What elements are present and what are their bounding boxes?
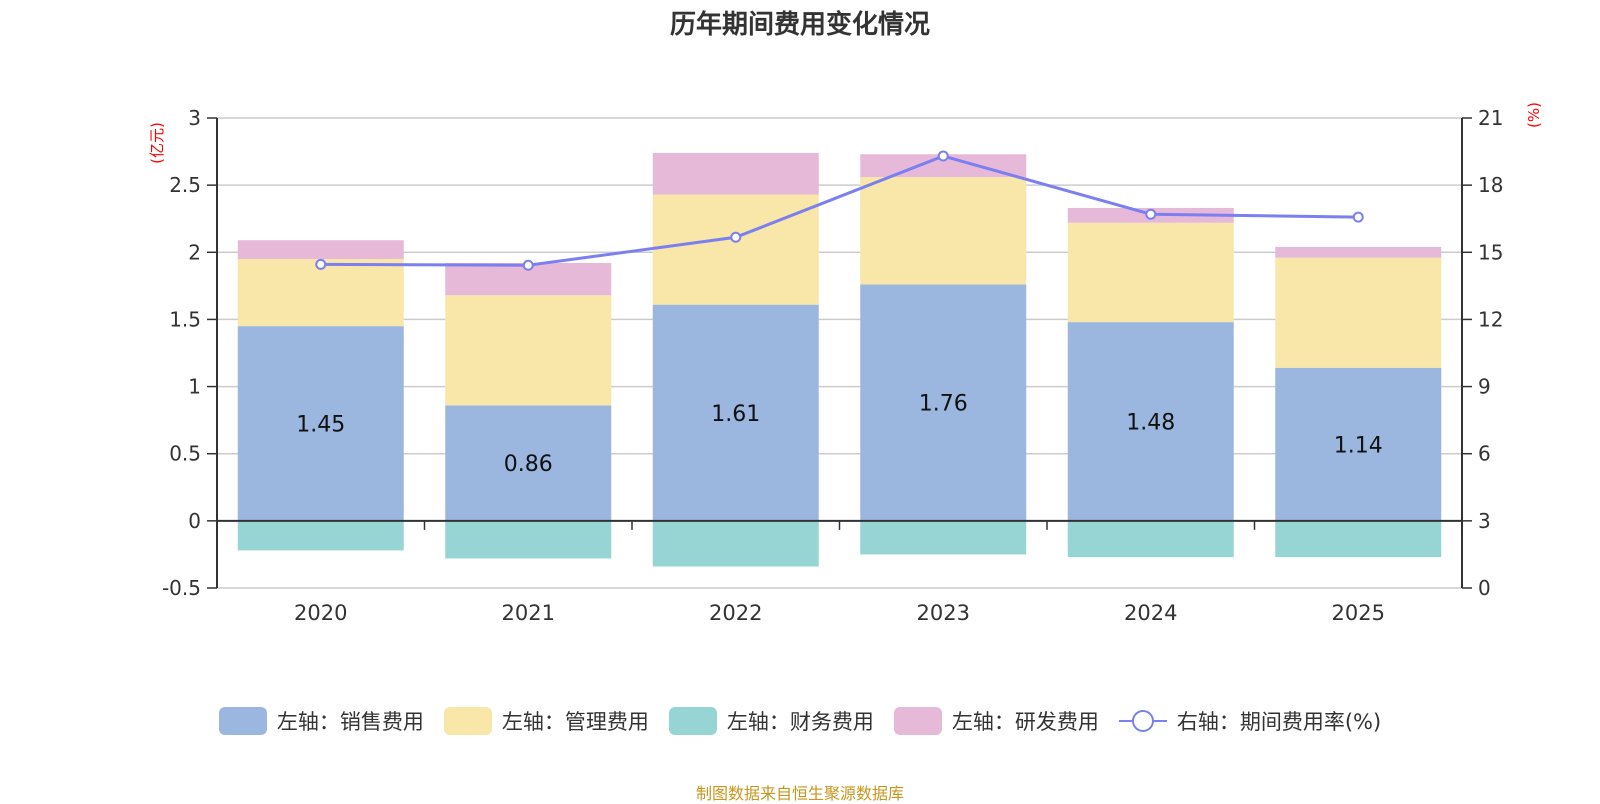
rate-line	[315, 150, 1364, 271]
bar-segment	[860, 284, 1027, 521]
bars	[237, 152, 1442, 567]
bar-data-label: 1.61	[711, 402, 760, 427]
left-axis-tick-label: 3	[188, 106, 201, 130]
bar-segment	[1067, 222, 1234, 323]
legend-swatch-sales	[218, 707, 267, 735]
legend: 左轴：销售费用 左轴：管理费用 左轴：财务费用 左轴：研发费用 右轴：期间费用率…	[0, 706, 1600, 736]
right-axis-tick-label: 0	[1478, 576, 1491, 600]
legend-swatch-finance	[668, 707, 717, 735]
bar-segment	[652, 152, 819, 195]
legend-label-admin: 左轴：管理费用	[501, 710, 649, 734]
bar-segment	[445, 520, 612, 559]
right-axis-tick-label: 6	[1478, 442, 1491, 466]
legend-item-rd[interactable]: 左轴：研发费用	[893, 706, 1099, 736]
chart-canvas: -0.5 0 0.5 1 1.5 2 2.5 3 0 3 6 9 12 15 18 21 2020 2021 202…	[148, 102, 1543, 625]
left-axis-tick-label: 0	[188, 509, 201, 533]
legend-swatch-admin	[443, 707, 492, 735]
bar-segment	[860, 520, 1027, 555]
data-source-note: 制图数据来自恒生聚源数据库	[695, 784, 904, 803]
right-axis-tick-label: 15	[1478, 240, 1503, 264]
legend-label-rd: 左轴：研发费用	[951, 710, 1099, 734]
bar-data-label: 1.14	[1334, 433, 1383, 458]
grid-lines	[217, 117, 1462, 589]
bar-segment	[445, 295, 612, 406]
bar-segment	[652, 304, 819, 521]
left-axis-tick-label: 2.5	[169, 173, 201, 197]
left-axis-tick-label: 2	[188, 240, 201, 264]
bar-segment	[237, 259, 404, 327]
legend-label-sales: 左轴：销售费用	[276, 710, 424, 734]
bar-segment	[445, 405, 612, 521]
right-axis-tick-label: 21	[1478, 106, 1503, 130]
rate-line-point	[1145, 208, 1157, 220]
right-axis-tick-label: 12	[1478, 307, 1503, 331]
right-axis-tick-label: 3	[1478, 509, 1491, 533]
bar-data-label: 0.86	[504, 452, 553, 477]
left-axis-tick-label: 0.5	[169, 442, 201, 466]
left-axis-tick-label: 1	[188, 375, 201, 399]
legend-item-finance[interactable]: 左轴：财务费用	[668, 706, 874, 736]
bar-segment	[1067, 520, 1234, 558]
legend-item-admin[interactable]: 左轴：管理费用	[443, 706, 649, 736]
bar-segment	[237, 240, 404, 259]
rate-line-point	[730, 231, 742, 243]
x-axis-tick-label: 2020	[294, 601, 347, 625]
bar-segment	[652, 520, 819, 567]
x-axis-tick-label: 2024	[1124, 601, 1177, 625]
bar-segment	[1275, 367, 1442, 521]
rate-line-point	[1352, 211, 1364, 223]
right-axis-tick-label: 18	[1478, 173, 1503, 197]
bar-segment	[1275, 520, 1442, 558]
chart-title: 历年期间费用变化情况	[669, 10, 930, 40]
line-marker-icon	[1118, 707, 1167, 735]
bar-segment	[652, 194, 819, 305]
x-axis-tick-label: 2023	[917, 601, 970, 625]
data-labels: 1.45 0.86 1.61 1.76 1.48 1.14	[296, 392, 1382, 477]
legend-label-rate: 右轴：期间费用率(%)	[1176, 710, 1382, 734]
bar-segment	[237, 520, 404, 551]
bar-segment	[1067, 322, 1234, 521]
legend-item-rate[interactable]: 右轴：期间费用率(%)	[1118, 706, 1382, 736]
rate-line-point	[522, 259, 534, 271]
bar-segment	[1275, 257, 1442, 368]
rate-line-path	[320, 154, 1359, 267]
left-axis-tick-label: -0.5	[162, 576, 201, 600]
bar-data-label: 1.45	[296, 413, 345, 438]
bar-segment	[1275, 246, 1442, 258]
left-axis-tick-label: 1.5	[169, 307, 201, 331]
bar-data-label: 1.48	[1126, 410, 1175, 435]
legend-item-sales[interactable]: 左轴：销售费用	[218, 706, 424, 736]
bar-data-label: 1.76	[919, 392, 968, 417]
bar-segment	[237, 326, 404, 521]
rate-line-point	[315, 258, 327, 270]
bar-segment	[860, 177, 1027, 285]
left-axis-label: (亿元)	[148, 122, 166, 164]
rate-line-point	[937, 150, 949, 162]
legend-label-finance: 左轴：财务费用	[726, 710, 874, 734]
right-axis-tick-label: 9	[1478, 375, 1491, 399]
x-axis-tick-label: 2025	[1332, 601, 1385, 625]
axes: -0.5 0 0.5 1 1.5 2 2.5 3 0 3 6 9 12 15 18 21 2020 2021 202…	[162, 106, 1503, 625]
x-axis-tick-label: 2022	[709, 601, 762, 625]
right-axis-label: (%)	[1525, 102, 1543, 128]
x-axis-tick-label: 2021	[502, 601, 555, 625]
legend-swatch-rd	[893, 707, 942, 735]
